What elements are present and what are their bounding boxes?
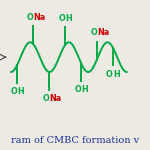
- Text: O: O: [42, 94, 49, 103]
- Text: Na: Na: [49, 94, 61, 103]
- Text: Na: Na: [97, 28, 109, 37]
- Text: H: H: [65, 14, 72, 23]
- Text: O: O: [11, 87, 17, 96]
- Text: O: O: [58, 14, 65, 23]
- Text: H: H: [113, 70, 120, 79]
- Text: O: O: [26, 13, 33, 22]
- Text: ram of CMBC formation v: ram of CMBC formation v: [11, 136, 139, 145]
- Text: O: O: [106, 70, 113, 79]
- Text: O: O: [74, 85, 81, 94]
- Text: H: H: [17, 87, 24, 96]
- Text: Na: Na: [33, 13, 45, 22]
- Text: O: O: [90, 28, 97, 37]
- Text: H: H: [81, 85, 88, 94]
